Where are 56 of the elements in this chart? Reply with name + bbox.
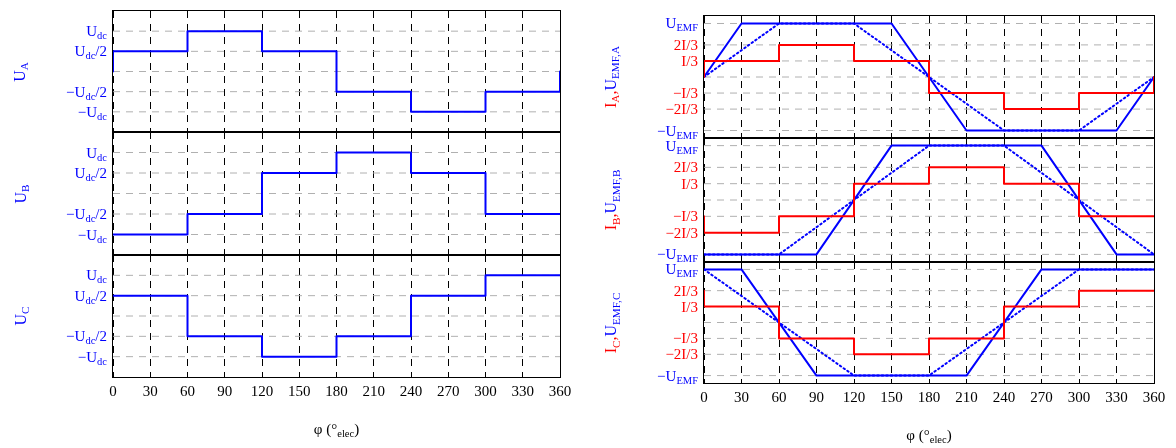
ref-line-label: −U$_{dc}$/2 [66,327,107,346]
x-tick-label: 330 [511,382,534,399]
x-tick-label: 30 [142,382,158,399]
ref-line-label: −U$_{dc}$ [77,348,107,367]
x-tick-label: 330 [1105,388,1128,405]
ref-line-label: −I/3 [672,329,698,346]
x-tick-label: 270 [1030,388,1053,405]
x-tick-label: 150 [288,382,311,399]
x-tick-label: 240 [992,388,1016,405]
ref-line-label: −U$_{dc}$ [77,103,107,122]
ref-line-label: −2I/3 [665,100,698,117]
ref-line-label: −I/3 [672,207,698,224]
x-tick-label: 300 [474,382,497,399]
ref-line-label: −U$_{dc}$/2 [66,205,107,224]
ref-line-label: U$_{dc}$/2 [74,42,107,61]
ref-line-label: −U$_{EMF}$ [657,245,698,264]
ref-line-label: −U$_{EMF}$ [657,122,698,141]
ref-line-label: 2I/3 [673,282,698,299]
x-tick-label: 150 [880,388,903,405]
ref-line-label: U$_{dc}$ [86,144,107,163]
x-tick-label: 210 [955,388,978,405]
ref-line-label: −U$_{dc}$/2 [66,83,107,102]
x-tick-label: 180 [325,382,348,399]
x-tick-label: 120 [250,382,274,399]
x-tick-label: 120 [842,388,866,405]
x-tick-label: 240 [399,382,423,399]
ref-line-label: −2I/3 [665,345,698,362]
ref-line-label: I/3 [681,175,698,192]
ref-line-label: U$_{dc}$/2 [74,287,107,306]
x-tick-label: 360 [1142,388,1166,405]
ref-line-label: 2I/3 [673,158,698,175]
x-tick-label: 90 [217,382,233,399]
ref-line-label: −U$_{EMF}$ [657,367,698,386]
ref-line-label: U$_{dc}$ [86,266,107,285]
x-tick-label: 180 [917,388,941,405]
x-tick-label: 0 [109,382,117,399]
ref-line-label: I/3 [681,52,698,69]
x-tick-label: 300 [1067,388,1091,405]
ref-line-label: I/3 [681,298,698,315]
ref-line-label: U$_{dc}$/2 [74,164,107,183]
x-tick-label: 60 [180,382,195,399]
ref-line-label: −U$_{dc}$ [77,226,107,245]
x-tick-label: 0 [700,388,708,405]
ref-line-label: U$_{EMF}$ [665,14,698,34]
x-axis-title: φ (°$_{elec}$) [906,427,952,446]
ref-line-label: −I/3 [672,84,698,101]
ref-line-label: −2I/3 [665,224,698,241]
x-tick-label: 210 [362,382,385,399]
x-tick-label: 360 [548,382,572,399]
x-tick-label: 30 [734,388,749,405]
x-tick-label: 90 [809,388,824,405]
ref-line-label: 2I/3 [673,36,698,53]
x-tick-label: 270 [437,382,460,399]
ref-line-label: U$_{dc}$ [86,22,107,41]
x-tick-label: 60 [771,388,787,405]
x-axis-title: φ (°$_{elec}$) [313,421,360,440]
